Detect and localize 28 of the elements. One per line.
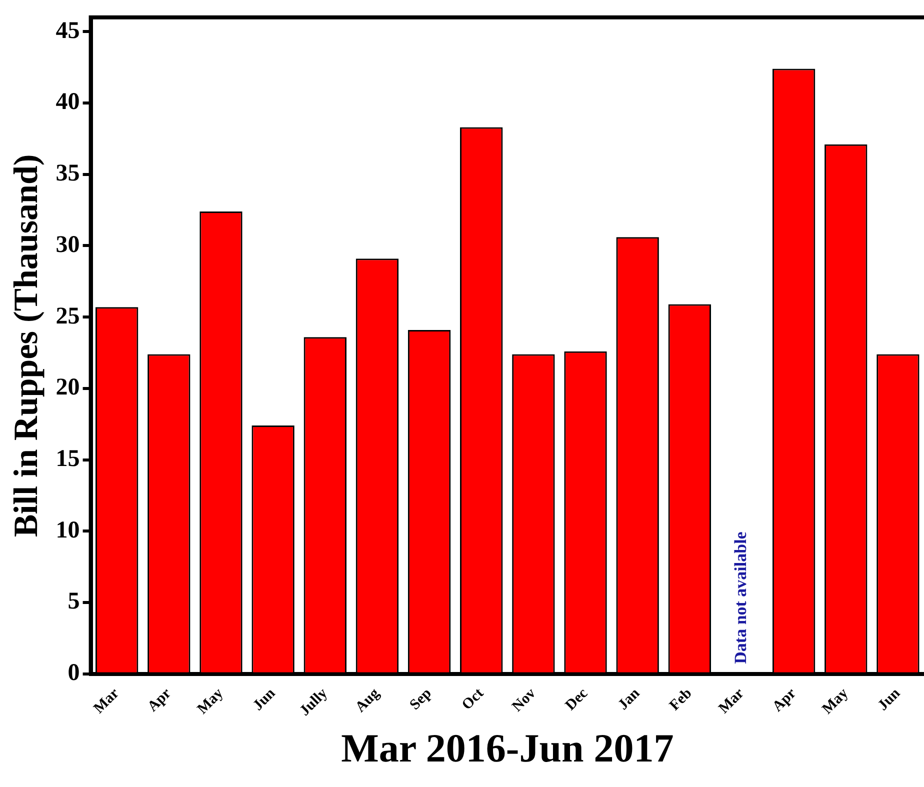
y-tick-label: 25	[56, 303, 80, 330]
y-tick-label: 35	[56, 160, 80, 187]
y-tick-label: 45	[56, 18, 80, 44]
x-tick-label: Mar	[716, 685, 748, 717]
y-axis-title: Bill in Ruppes (Thausand)	[8, 154, 46, 537]
y-tick-label: 30	[56, 232, 80, 258]
x-tick-label: Dec	[562, 685, 592, 714]
x-tick-label: Mar	[91, 685, 123, 717]
x-tick-label: Sep	[407, 685, 435, 714]
annotation: Data not available	[731, 531, 750, 664]
x-tick-label: Jun	[875, 685, 904, 714]
x-tick-label: Feb	[666, 685, 696, 714]
x-tick-label: May	[820, 685, 852, 718]
y-tick-label: 20	[56, 374, 80, 401]
x-tick-label: Aug	[352, 685, 384, 716]
y-tick-label: 15	[56, 446, 80, 472]
y-tick-label: 0	[68, 660, 80, 686]
x-tick-label: Oct	[459, 685, 487, 714]
x-tick-label: Apr	[144, 685, 175, 716]
x-axis-title: Mar 2016-Jun 2017	[341, 725, 674, 770]
y-tick-label: 40	[56, 89, 80, 116]
x-tick-label: May	[194, 685, 227, 718]
x-tick-label: Apr	[770, 685, 800, 716]
y-tick-label: 5	[68, 588, 80, 615]
x-tick-label: Jun	[250, 685, 280, 714]
y-tick-label: 10	[56, 517, 80, 544]
x-tick-label: Nov	[509, 685, 540, 716]
x-tick-label: Jan	[615, 685, 644, 714]
